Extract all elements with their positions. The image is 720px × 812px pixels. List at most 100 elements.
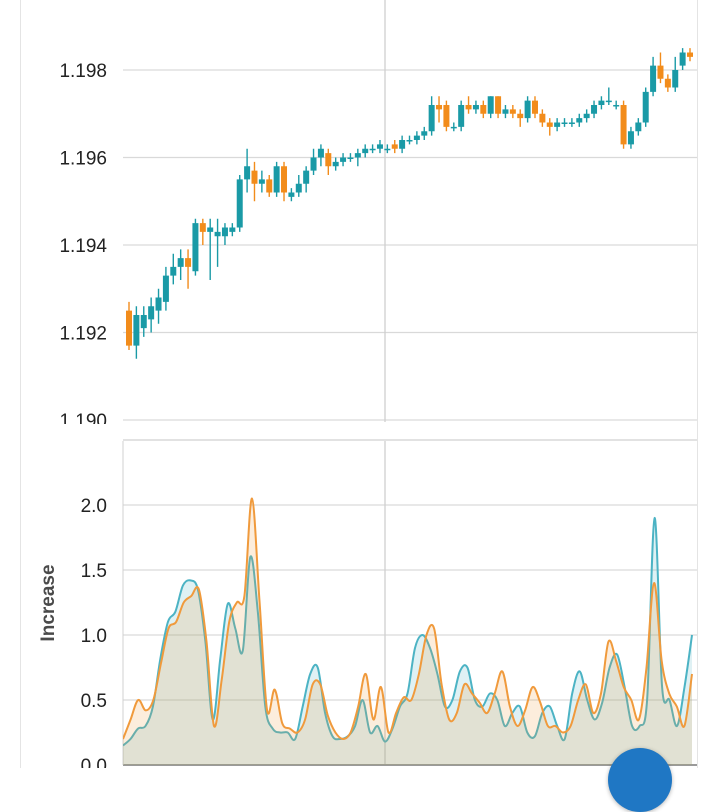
candle-body <box>133 315 140 346</box>
candle-body <box>185 258 192 267</box>
candle-body <box>458 105 465 127</box>
price-chart: 1.190 1.192 1.194 1.196 1.198 <box>59 0 697 432</box>
series-area-2 <box>123 498 692 765</box>
candle-body <box>480 105 487 114</box>
series-line-2 <box>123 497 693 741</box>
candle-body <box>362 148 369 154</box>
floating-action-button[interactable] <box>608 748 672 812</box>
candle-body <box>583 113 590 119</box>
series-area-1 <box>123 517 692 765</box>
increase-tick-label: 2.0 <box>81 496 107 517</box>
candle-body <box>591 105 598 114</box>
price-tick-label: 1.194 <box>59 236 107 257</box>
candle-body <box>310 157 317 171</box>
candle-body <box>650 65 657 92</box>
candle-body <box>288 192 295 197</box>
candle-body <box>148 306 155 320</box>
candle-body <box>620 105 627 145</box>
candle-body <box>487 96 494 114</box>
candle-body <box>369 148 376 151</box>
candle-body <box>140 315 147 329</box>
candle-body <box>495 96 502 114</box>
candle-body <box>303 170 310 184</box>
candle-body <box>126 310 132 346</box>
candle-body <box>627 131 634 145</box>
candle-body <box>428 105 435 132</box>
candle-body <box>155 297 162 311</box>
candle-body <box>332 161 339 167</box>
candle-body <box>517 113 524 119</box>
candle-body <box>325 153 332 167</box>
price-tick-label: 1.196 <box>59 149 107 170</box>
candles <box>126 48 693 359</box>
candle-body <box>421 131 428 136</box>
candle-body <box>340 157 347 162</box>
candle-body <box>170 266 177 276</box>
candle-body <box>472 105 479 110</box>
candle-body <box>354 153 361 158</box>
candle-body <box>561 122 568 124</box>
candle-body <box>281 166 288 193</box>
candle-body <box>376 144 383 149</box>
price-tick-label: 1.198 <box>59 61 107 82</box>
candle-body <box>465 105 472 110</box>
candle-body <box>598 100 605 105</box>
candle-body <box>399 140 406 149</box>
candle-body <box>687 52 693 57</box>
candle-body <box>244 166 251 180</box>
candle-body <box>672 70 679 88</box>
candle-body <box>554 122 561 127</box>
candle-body <box>576 118 583 123</box>
candle-body <box>568 122 575 124</box>
increase-tick-label: 0.5 <box>81 691 107 712</box>
candle-body <box>199 223 206 232</box>
candle-body <box>413 135 420 140</box>
candle-body <box>502 109 509 114</box>
candle-body <box>679 52 686 66</box>
candle-body <box>214 231 221 237</box>
candle-body <box>436 105 443 110</box>
candle-body <box>384 148 391 151</box>
candle-body <box>450 126 457 129</box>
candle-body <box>546 122 553 127</box>
candle-body <box>258 179 265 184</box>
candle-body <box>347 157 354 159</box>
candle-body <box>657 65 664 79</box>
increase-series <box>123 497 693 765</box>
candle-body <box>251 170 258 184</box>
candle-body <box>524 100 531 119</box>
price-tick-label: 1.190 <box>59 411 107 432</box>
candle-body <box>207 227 214 232</box>
candle-body <box>229 227 236 232</box>
candle-body <box>266 179 273 193</box>
candle-body <box>162 275 169 302</box>
right-edge <box>697 0 698 768</box>
increase-tick-label: 1.5 <box>81 561 107 582</box>
candle-body <box>531 100 538 114</box>
price-tick-label: 1.192 <box>59 324 107 345</box>
candle-body <box>664 78 671 88</box>
candle-body <box>177 258 184 267</box>
candle-body <box>295 183 302 193</box>
increase-chart: 0.0 0.5 1.0 1.5 2.0 <box>81 441 697 768</box>
candle-body <box>391 144 398 149</box>
y-axis-title: Increase <box>38 564 59 641</box>
candle-body <box>642 91 649 123</box>
candle-body <box>509 109 516 114</box>
candle-body <box>605 100 612 103</box>
candle-body <box>236 179 243 228</box>
candle-body <box>273 166 280 193</box>
candle-body <box>317 148 324 158</box>
candle-body <box>635 122 642 132</box>
candle-body <box>443 105 450 127</box>
increase-tick-label: 1.0 <box>81 626 107 647</box>
candle-body <box>539 113 546 123</box>
increase-tick-label: 0.0 <box>81 756 107 768</box>
series-line-1 <box>123 516 693 747</box>
candle-body <box>613 105 620 107</box>
left-edge <box>20 0 21 768</box>
chart-canvas: 1.190 1.192 1.194 1.196 1.198 0.0 0.5 1.0 1.5 2.… <box>38 0 697 768</box>
candle-body <box>406 140 413 142</box>
candle-body <box>221 227 228 237</box>
candle-body <box>192 223 199 272</box>
